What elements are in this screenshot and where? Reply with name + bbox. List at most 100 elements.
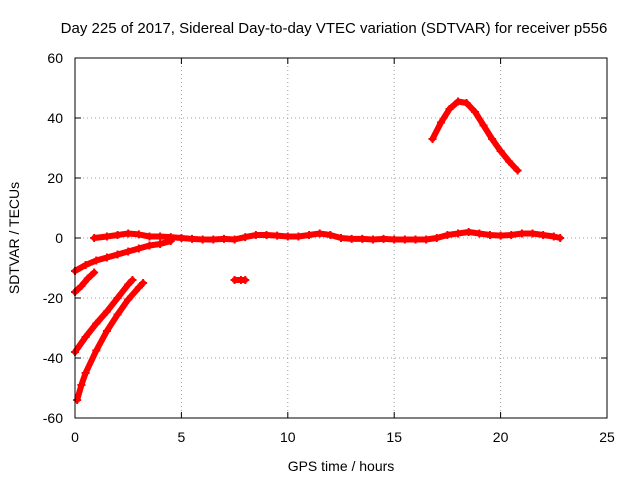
data-point: [77, 381, 86, 389]
series-descending-band: [71, 237, 175, 275]
data-point: [124, 229, 133, 238]
data-point: [411, 235, 420, 244]
data-point: [549, 232, 558, 241]
data-point: [90, 268, 99, 277]
data-point: [347, 234, 356, 243]
data-point: [134, 230, 143, 239]
data-point: [102, 232, 111, 241]
data-point: [517, 229, 526, 238]
data-point: [528, 229, 537, 238]
data-point: [177, 234, 186, 242]
data-point: [422, 235, 431, 244]
data-point: [464, 228, 473, 236]
y-tick-label: 40: [47, 110, 63, 126]
data-point: [294, 232, 303, 241]
x-tick-label: 15: [386, 429, 402, 445]
data-point: [462, 99, 471, 107]
y-tick-label: -40: [43, 350, 63, 366]
data-point: [471, 108, 480, 116]
data-point: [145, 232, 154, 241]
data-point: [113, 250, 122, 259]
data-point: [134, 283, 143, 292]
data-point: [113, 310, 122, 319]
data-point: [262, 231, 271, 239]
data-point: [379, 234, 388, 243]
data-point: [102, 307, 111, 316]
data-point: [166, 237, 175, 245]
data-point: [92, 346, 101, 355]
x-axis-label: GPS time / hours: [288, 458, 395, 474]
x-tick-label: 20: [493, 429, 509, 445]
data-point: [488, 135, 497, 143]
data-point: [188, 234, 197, 243]
data-point: [92, 256, 101, 265]
data-point: [368, 235, 377, 244]
series-lower-band-1: [71, 276, 137, 356]
data-point: [73, 396, 82, 404]
data-point: [156, 232, 165, 241]
y-tick-label: 60: [47, 50, 63, 66]
data-point: [77, 282, 86, 290]
data-point: [124, 295, 133, 304]
data-point: [505, 157, 514, 166]
data-point: [83, 274, 92, 283]
data-point: [198, 235, 207, 244]
x-tick-label: 25: [599, 429, 615, 445]
data-point: [90, 234, 99, 242]
chart-title: Day 225 of 2017, Sidereal Day-to-day VTE…: [61, 20, 608, 37]
data-point: [496, 147, 505, 155]
data-point: [454, 97, 463, 106]
data-point: [337, 234, 345, 242]
data-point: [102, 253, 111, 262]
data-point: [437, 118, 446, 127]
data-point: [230, 235, 239, 244]
data-point: [251, 231, 260, 239]
data-point: [219, 234, 228, 243]
data-point: [315, 229, 324, 238]
data-point: [485, 231, 494, 239]
series-line: [74, 280, 147, 403]
data-point: [81, 261, 90, 269]
data-point: [241, 276, 250, 284]
series-small-segment: [230, 276, 250, 284]
data-point: [400, 235, 409, 244]
data-point: [445, 105, 454, 113]
series-lower-band-2: [73, 279, 148, 404]
x-tick-label: 5: [178, 429, 186, 445]
data-point: [283, 232, 292, 241]
data-point: [428, 135, 437, 143]
y-axis-label: SDTVAR / TECUs: [6, 182, 22, 294]
data-point: [209, 235, 218, 244]
data-point: [139, 279, 148, 287]
y-tick-label: -20: [43, 290, 63, 306]
y-tick-label: 20: [47, 170, 63, 186]
data-point: [507, 231, 516, 239]
data-point: [358, 234, 367, 243]
data-point: [443, 231, 452, 239]
x-tick-label: 10: [280, 429, 296, 445]
data-point: [556, 234, 565, 242]
y-tick-label: -60: [43, 410, 63, 426]
data-point: [134, 244, 143, 253]
series-layer: [71, 97, 565, 404]
data-point: [475, 229, 484, 238]
data-point: [81, 369, 90, 377]
data-point: [479, 121, 488, 130]
series-arc: [428, 97, 522, 175]
data-point: [513, 166, 522, 175]
data-point: [241, 233, 250, 242]
data-point: [539, 231, 548, 239]
data-point: [113, 294, 122, 302]
x-tick-label: 0: [71, 429, 79, 445]
data-point: [156, 240, 165, 248]
data-point: [113, 231, 122, 239]
data-point: [145, 241, 154, 250]
data-point: [432, 234, 441, 242]
data-point: [305, 231, 314, 239]
tick-layer: 0 5 10 15 20 25 -60 -40 -20 0 20 40 60: [43, 50, 615, 445]
data-point: [92, 319, 101, 328]
data-point: [124, 247, 133, 256]
data-point: [496, 231, 505, 240]
y-tick-label: 0: [55, 230, 63, 246]
